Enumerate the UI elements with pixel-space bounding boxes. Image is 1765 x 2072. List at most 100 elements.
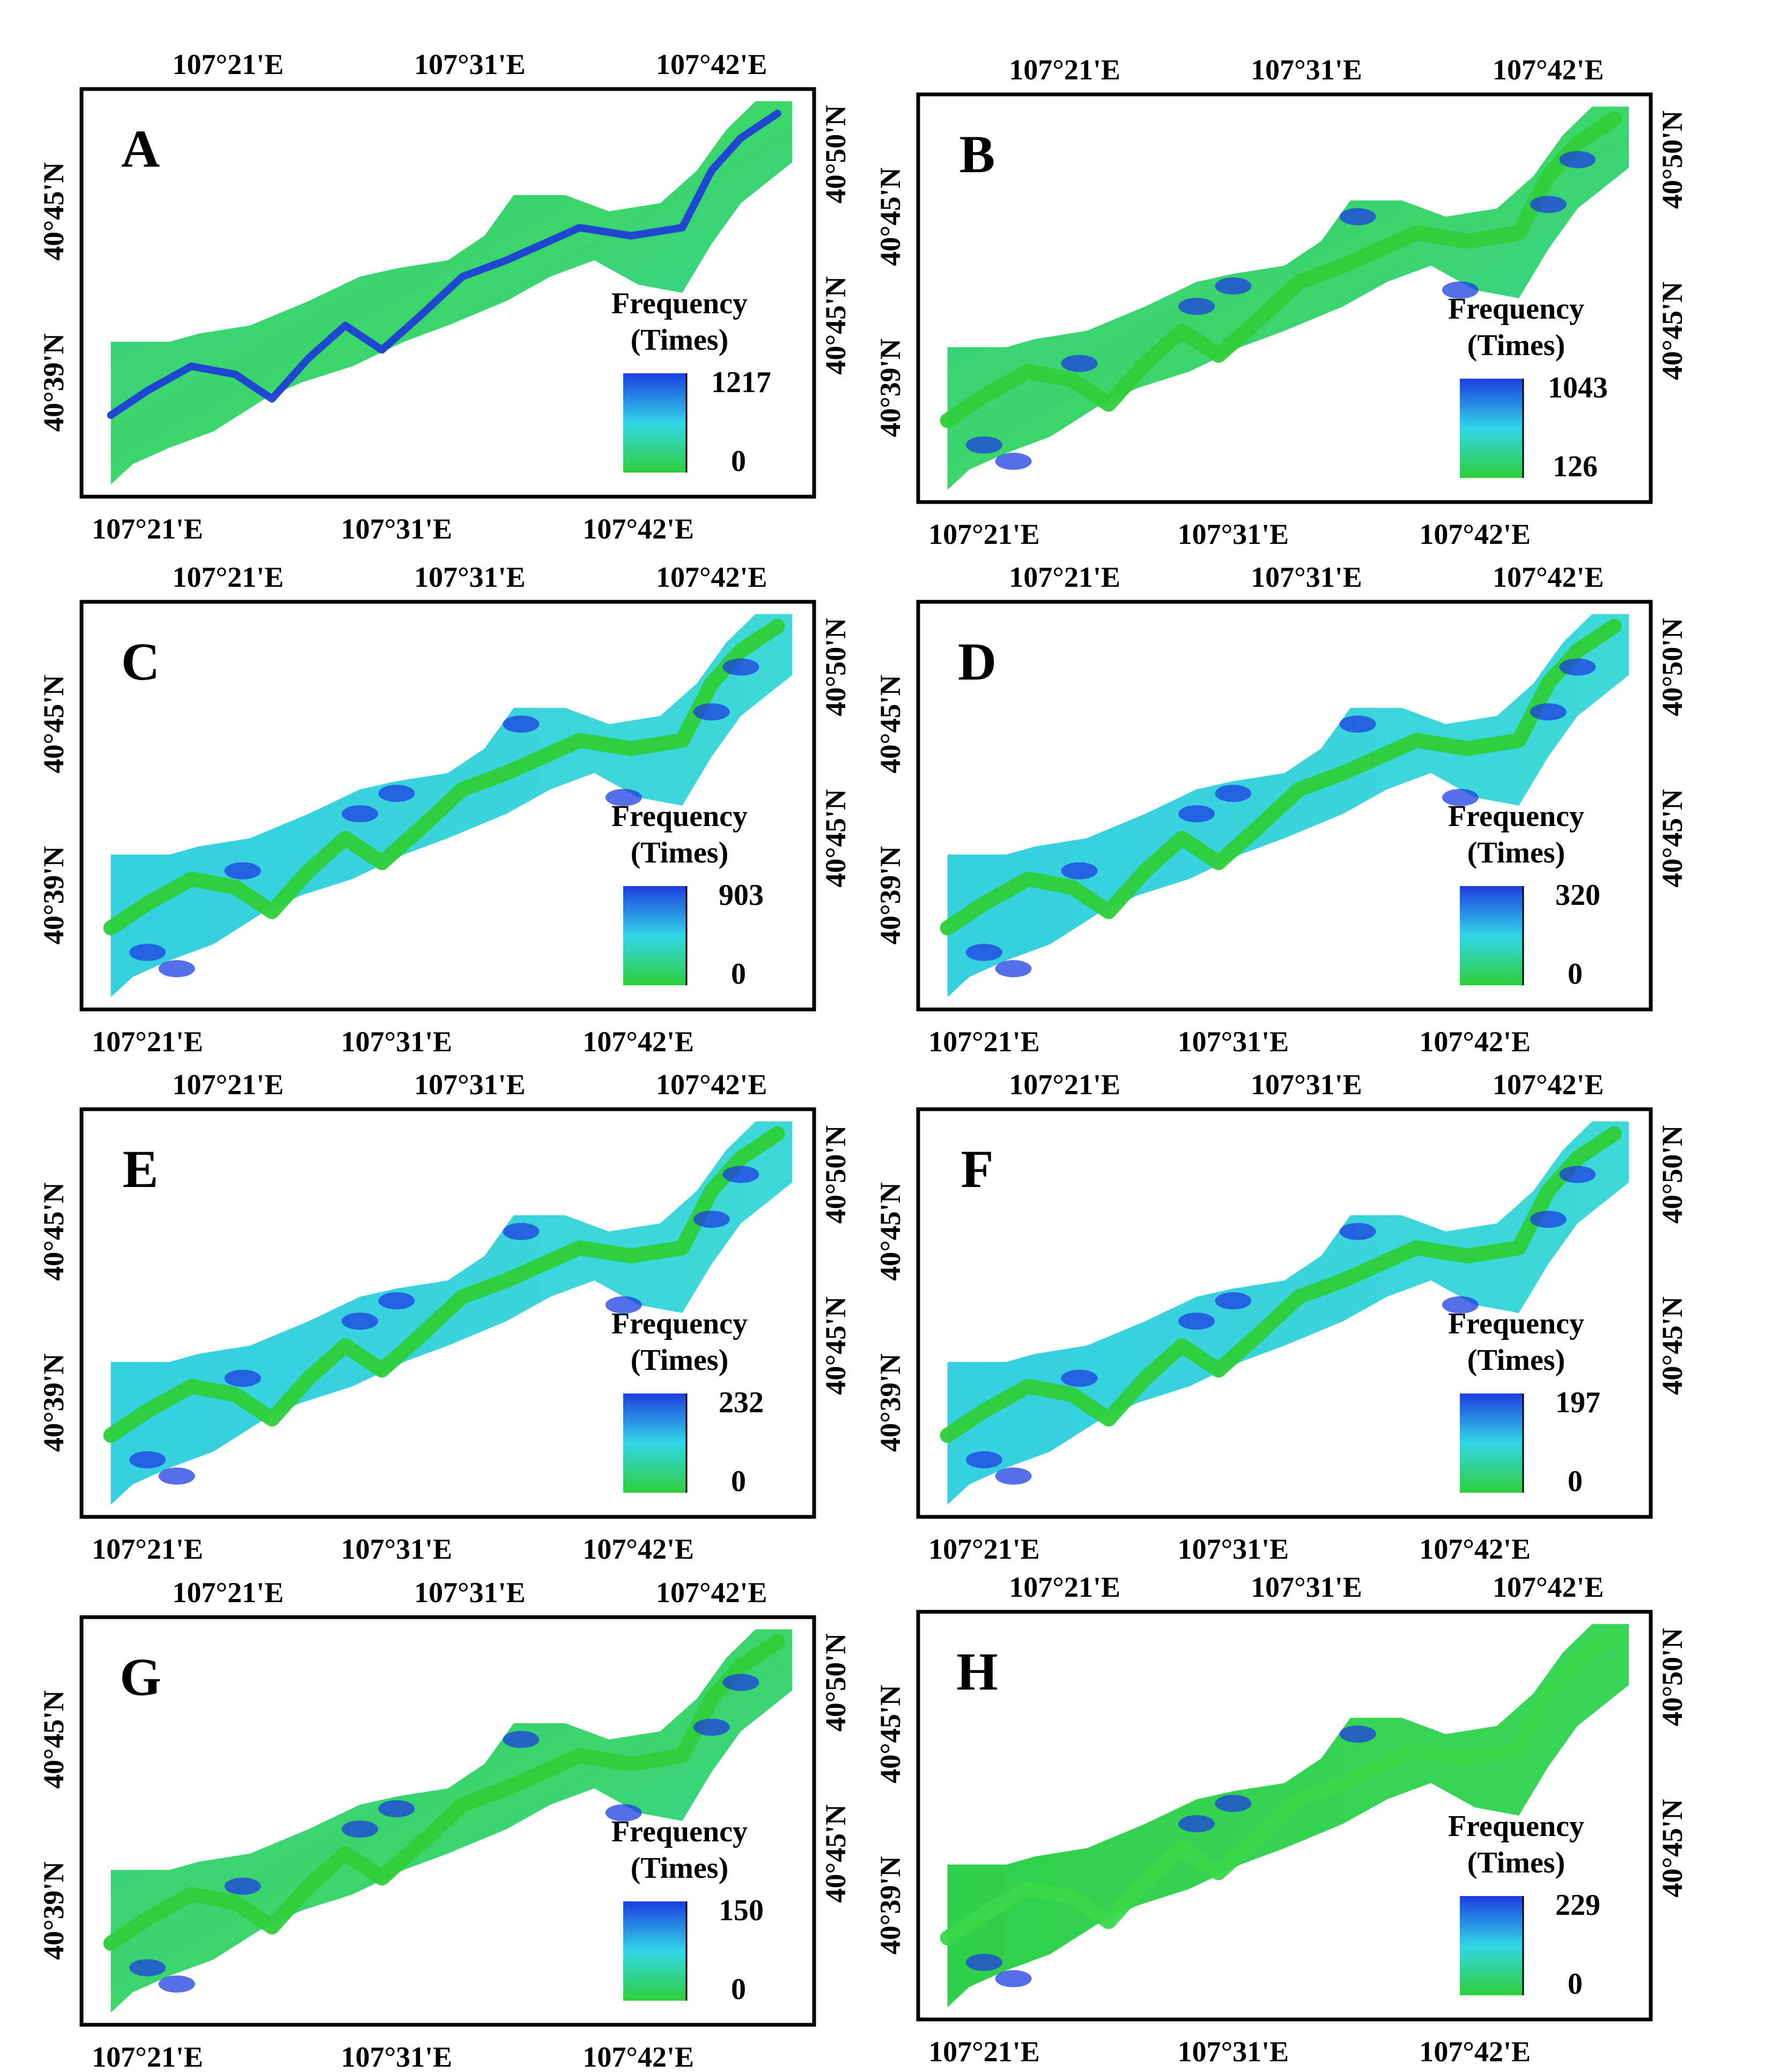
map-panel-e: E 107°21'E 107°31'E 107°42'E 107°21'E 107°31'… [38,1068,852,1565]
right-axis-label: 40°45'N [1656,1296,1688,1395]
left-axis-label: 40°45'N [874,167,906,266]
left-axis-label: 40°39'N [38,1861,70,1960]
top-axis-label: 107°31'E [1251,1571,1362,1603]
high-frequency-patch [1215,785,1252,802]
legend-title: Frequency [1448,292,1584,326]
main-channel [103,1126,785,1443]
left-axis-label: 40°45'N [38,675,70,773]
top-axis-label: 107°31'E [414,1576,526,1609]
top-axis-label: 107°42'E [656,561,767,593]
left-axis-label: 40°39'N [874,1353,906,1452]
high-frequency-patch [995,1970,1032,1987]
legend-subtitle: (Times) [1467,329,1565,362]
top-axis-label: 107°42'E [656,1068,767,1101]
top-axis-label: 107°31'E [1251,54,1362,86]
high-frequency-patch [995,453,1032,470]
top-axis-label: 107°42'E [656,1576,767,1609]
high-frequency-patch [605,788,642,806]
high-frequency-patch [1442,788,1479,806]
legend-subtitle: (Times) [631,323,729,357]
high-frequency-patch [1215,277,1252,295]
high-frequency-patch [605,1804,642,1822]
legend-max-value: 229 [1555,1889,1600,1922]
top-axis-label: 107°42'E [1493,561,1604,593]
right-axis-label: 40°50'N [1656,1125,1688,1224]
right-axis-label: 40°50'N [1656,1628,1688,1727]
top-axis-label: 107°21'E [1009,54,1120,86]
high-frequency-patch [965,1451,1002,1469]
left-axis-label: 40°39'N [38,1353,70,1452]
bottom-axis-label: 107°31'E [341,1533,453,1565]
legend-title: Frequency [1448,800,1584,833]
legend-max-value: 150 [719,1894,764,1927]
top-axis-label: 107°21'E [172,1576,284,1609]
right-axis-label: 40°45'N [819,789,852,888]
main-channel [940,618,1622,935]
legend-min-value: 0 [731,1973,746,2006]
high-frequency-patch [1559,151,1596,168]
bottom-axis-label: 107°42'E [582,1533,694,1565]
high-frequency-patch [995,960,1032,977]
map-panel-h: H 107°21'E 107°31'E 107°42'E 107°21'E 107°31'… [874,1571,1688,2068]
bottom-axis-label: 107°21'E [92,513,203,545]
bottom-axis-label: 107°31'E [341,513,453,545]
legend-max-value: 232 [719,1386,764,1419]
high-frequency-patch [1530,1211,1567,1228]
high-frequency-patch [722,658,759,676]
legend-min-value: 0 [731,957,746,991]
top-axis-label: 107°21'E [172,48,284,80]
legend-max-value: 903 [719,879,764,912]
bottom-axis-label: 107°31'E [1178,518,1289,550]
left-axis-label: 40°39'N [874,338,906,437]
left-axis-label: 40°39'N [38,333,70,432]
high-frequency-patch [342,1820,379,1838]
high-frequency-patch [1178,1312,1215,1330]
high-frequency-patch [1339,208,1376,225]
bottom-axis-label: 107°21'E [92,1026,203,1058]
left-axis-label: 40°45'N [874,1685,906,1783]
high-frequency-patch [1061,1369,1098,1387]
legend-title: Frequency [611,287,748,320]
right-axis-label: 40°50'N [819,1125,852,1224]
high-frequency-patch [1442,1296,1479,1314]
main-channel [107,109,781,419]
high-frequency-patch [1061,862,1098,880]
high-frequency-patch [965,943,1002,961]
right-axis-label: 40°50'N [819,105,852,204]
bottom-axis-label: 107°42'E [582,1026,694,1058]
bottom-axis-label: 107°31'E [341,2041,453,2072]
bottom-axis-label: 107°42'E [582,513,694,545]
high-frequency-patch [965,436,1002,454]
legend-subtitle: (Times) [1467,836,1565,869]
high-frequency-patch [1339,1223,1376,1240]
map-panel-b: B 107°21'E 107°31'E 107°42'E 107°21'E 107°31'… [874,54,1688,550]
right-axis-label: 40°50'N [1656,110,1688,209]
legend-max-value: 1217 [711,366,771,399]
bottom-axis-label: 107°42'E [1419,2036,1531,2068]
panel-letter: H [956,1642,998,1701]
high-frequency-patch [605,1296,642,1314]
legend-color-ramp [1460,886,1523,985]
left-axis-label: 40°45'N [38,162,70,261]
legend-title: Frequency [1448,1810,1584,1843]
main-channel [940,111,1622,428]
high-frequency-patch [342,805,379,823]
main-channel [103,618,785,935]
high-frequency-patch [1530,196,1567,213]
high-frequency-patch [1559,1166,1596,1183]
legend-title: Frequency [611,800,748,833]
bottom-axis-label: 107°21'E [92,2041,203,2072]
legend-min-value: 0 [731,1465,746,1498]
right-axis-label: 40°45'N [1656,1799,1688,1898]
top-axis-label: 107°31'E [414,561,526,593]
legend-subtitle: (Times) [631,1344,729,1377]
main-channel [103,1634,785,1951]
panel-letter: G [120,1647,161,1707]
high-frequency-patch [693,703,730,721]
high-frequency-patch [503,716,540,733]
top-axis-label: 107°42'E [1493,1068,1604,1101]
legend-color-ramp [1460,379,1523,478]
top-axis-label: 107°31'E [1251,561,1362,593]
high-frequency-patch [1178,1815,1215,1833]
